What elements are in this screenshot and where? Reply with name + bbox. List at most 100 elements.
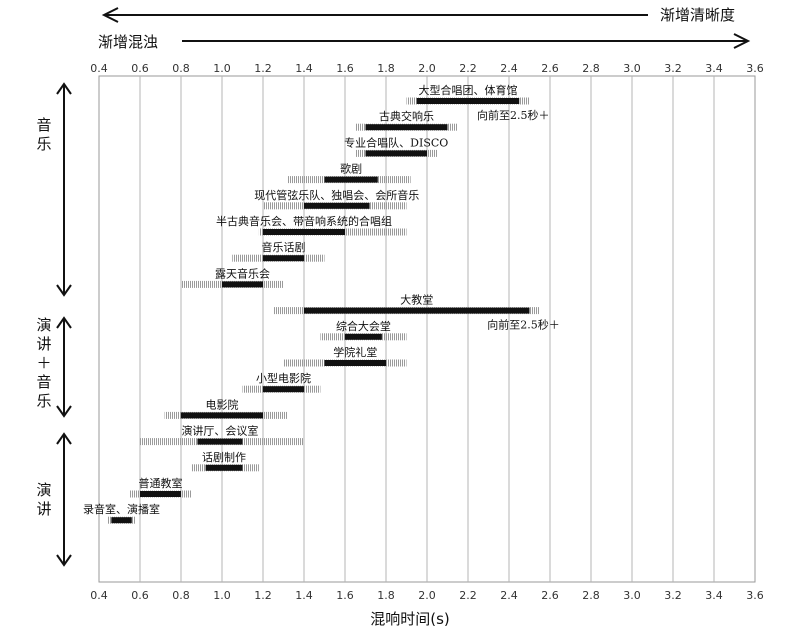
bar-group: 演讲厅、会议室 <box>140 424 304 446</box>
x-tick-label-top: 1.2 <box>254 62 272 75</box>
bar <box>197 438 243 445</box>
category-label: 演 <box>36 481 51 499</box>
x-tick-label-top: 1.0 <box>213 62 231 75</box>
category-label: 讲 <box>36 500 51 518</box>
clarity-arrow <box>101 7 648 23</box>
x-tick-label-bottom: 0.6 <box>131 589 149 602</box>
bar-label: 学院礼堂 <box>333 345 377 359</box>
bar-group: 古典交响乐 <box>355 109 458 131</box>
x-tick-label-bottom: 1.6 <box>336 589 354 602</box>
x-tick-label-top: 2.4 <box>500 62 518 75</box>
bar-group: 录音室、演播室 <box>83 502 160 524</box>
x-tick-label-bottom: 3.0 <box>623 589 641 602</box>
bar-label: 专业合唱队、DISCO <box>344 135 448 149</box>
x-tick-label-bottom: 2.4 <box>500 589 518 602</box>
category-label: 乐 <box>36 135 51 153</box>
bar-label: 小型电影院 <box>256 371 311 385</box>
bar-label: 音乐话剧 <box>262 240 306 254</box>
x-tick-label-bottom: 3.6 <box>746 589 764 602</box>
bar-group: 话剧制作 <box>191 451 259 472</box>
bar-label: 演讲厅、会议室 <box>181 424 258 438</box>
x-tick-label-bottom: 1.0 <box>213 589 231 602</box>
x-tick-label-top: 3.0 <box>623 62 641 75</box>
x-tick-label-top: 0.4 <box>90 62 108 75</box>
x-tick-label-bottom: 0.8 <box>172 589 190 602</box>
bar-label: 现代管弦乐队、独唱会、会所音乐 <box>254 188 419 202</box>
x-tick-labels-top: 0.4 0.6 0.8 1.0 1.2 1.4 1.6 1.8 2.0 2.2 2.4 2.6 2.8 3… <box>90 62 764 75</box>
bar <box>365 124 448 131</box>
x-tick-label-bottom: 2.8 <box>582 589 600 602</box>
bar <box>304 202 370 209</box>
bar-group: 现代管弦乐队、独唱会、会所音乐 <box>254 188 419 210</box>
category-bracket: 演讲＋音乐 <box>36 316 72 418</box>
clarity-header-label: 渐增清晰度 <box>660 6 736 24</box>
bar-label: 古典交响乐 <box>379 109 434 123</box>
x-tick-label-top: 3.4 <box>705 62 723 75</box>
bar-label: 综合大会堂 <box>336 319 391 333</box>
bar-group: 学院礼堂 <box>283 345 407 367</box>
x-tick-label-bottom: 0.4 <box>90 589 108 602</box>
x-tick-label-top: 0.8 <box>172 62 190 75</box>
bar-label: 录音室、演播室 <box>83 502 160 516</box>
x-tick-label-bottom: 2.2 <box>459 589 477 602</box>
x-tick-label-bottom: 3.4 <box>705 589 723 602</box>
x-tick-label-top: 2.6 <box>541 62 559 75</box>
category-label: 乐 <box>36 392 51 410</box>
category-label: 音 <box>36 116 51 134</box>
bar-label: 大型合唱团、体育馆 <box>419 83 518 97</box>
x-tick-label-top: 2.2 <box>459 62 477 75</box>
x-axis-title: 混响时间(s) <box>370 610 450 628</box>
bar-group: 普通教室 <box>129 476 192 498</box>
bar <box>324 360 386 366</box>
x-tick-label-top: 0.6 <box>131 62 149 75</box>
bar-group: 综合大会堂 <box>320 319 407 341</box>
bar-group: 半古典音乐会、带音响系统的合唱组 <box>216 214 407 236</box>
x-tick-label-top: 3.6 <box>746 62 764 75</box>
bar <box>416 98 520 104</box>
category-label: 演 <box>36 316 51 334</box>
category-label: 讲 <box>36 335 51 353</box>
reverb-arrow <box>182 33 751 49</box>
category-bracket: 演讲 <box>36 432 72 567</box>
grid <box>98 75 756 583</box>
bar <box>263 255 304 262</box>
x-tick-label-bottom: 1.8 <box>377 589 395 602</box>
x-tick-label-top: 1.4 <box>295 62 313 75</box>
bar-label: 电影院 <box>206 397 239 411</box>
bar <box>111 517 132 524</box>
bar-label: 普通教室 <box>139 476 183 490</box>
x-tick-label-bottom: 1.4 <box>295 589 313 602</box>
bar <box>181 412 263 419</box>
bar <box>345 333 382 340</box>
bar-group: 小型电影院 <box>242 371 321 393</box>
bar-group: 电影院 <box>164 397 288 419</box>
x-tick-labels-bottom: 0.4 0.6 0.8 1.0 1.2 1.4 1.6 1.8 2.0 2.2 2.4 2.6 2.8 3… <box>90 589 764 602</box>
x-tick-label-top: 2.8 <box>582 62 600 75</box>
x-tick-label-top: 2.0 <box>418 62 436 75</box>
bar-group: 音乐话剧 <box>232 240 325 262</box>
bar-label: 露天音乐会 <box>215 266 270 280</box>
category-bracket: 音乐 <box>36 82 72 297</box>
x-tick-label-bottom: 1.2 <box>254 589 272 602</box>
reverb-header-label: 渐增混浊 <box>98 33 159 51</box>
category-label: 音 <box>36 373 51 391</box>
x-tick-label-top: 3.2 <box>664 62 682 75</box>
bar <box>205 464 243 471</box>
category-label: ＋ <box>36 354 51 372</box>
bar-group: 歌剧 <box>287 162 411 184</box>
bar <box>222 281 263 288</box>
bar-label: 半古典音乐会、带音响系统的合唱组 <box>216 214 392 228</box>
x-tick-label-top: 1.8 <box>377 62 395 75</box>
x-tick-label-bottom: 3.2 <box>664 589 682 602</box>
bar-group: 露天音乐会 <box>181 266 284 288</box>
bar-label: 大教堂 <box>400 293 433 307</box>
bar <box>324 176 378 183</box>
x-tick-label-bottom: 2.0 <box>418 589 436 602</box>
bar <box>263 386 304 393</box>
x-tick-label-top: 1.6 <box>336 62 354 75</box>
